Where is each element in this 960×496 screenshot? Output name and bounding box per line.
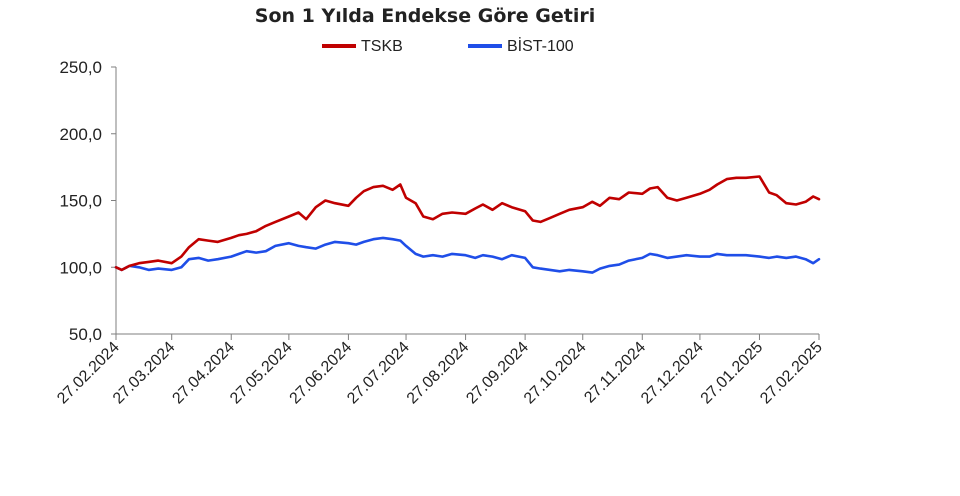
series-line-1	[114, 236, 821, 274]
x-axis: 27.02.202427.03.202427.04.202427.05.2024…	[54, 333, 826, 408]
x-tick-label: 27.07.2024	[344, 339, 413, 408]
y-tick-label: 250,0	[59, 58, 102, 77]
legend: TSKB BİST-100	[322, 36, 574, 55]
series-layer	[114, 175, 821, 274]
legend-label-0: TSKB	[361, 38, 403, 55]
x-tick-label: 27.02.2025	[757, 339, 826, 408]
chart-title: Son 1 Yılda Endekse Göre Getiri	[255, 5, 595, 27]
y-axis: 50,0 100,0 150,0 200,0 250,0	[59, 58, 117, 344]
y-tick-label: 100,0	[59, 258, 102, 277]
y-tick-label: 150,0	[59, 192, 102, 211]
legend-label-1: BİST-100	[507, 36, 574, 55]
x-tick-label: 27.12.2024	[638, 339, 707, 408]
x-tick-label: 27.10.2024	[521, 339, 590, 408]
x-tick-label: 27.08.2024	[404, 339, 473, 408]
x-tick-label: 27.05.2024	[227, 339, 296, 408]
y-tick-label: 50,0	[69, 325, 102, 344]
series-line-0	[114, 175, 821, 272]
y-tick-label: 200,0	[59, 125, 102, 144]
x-tick-label: 27.01.2025	[698, 339, 767, 408]
